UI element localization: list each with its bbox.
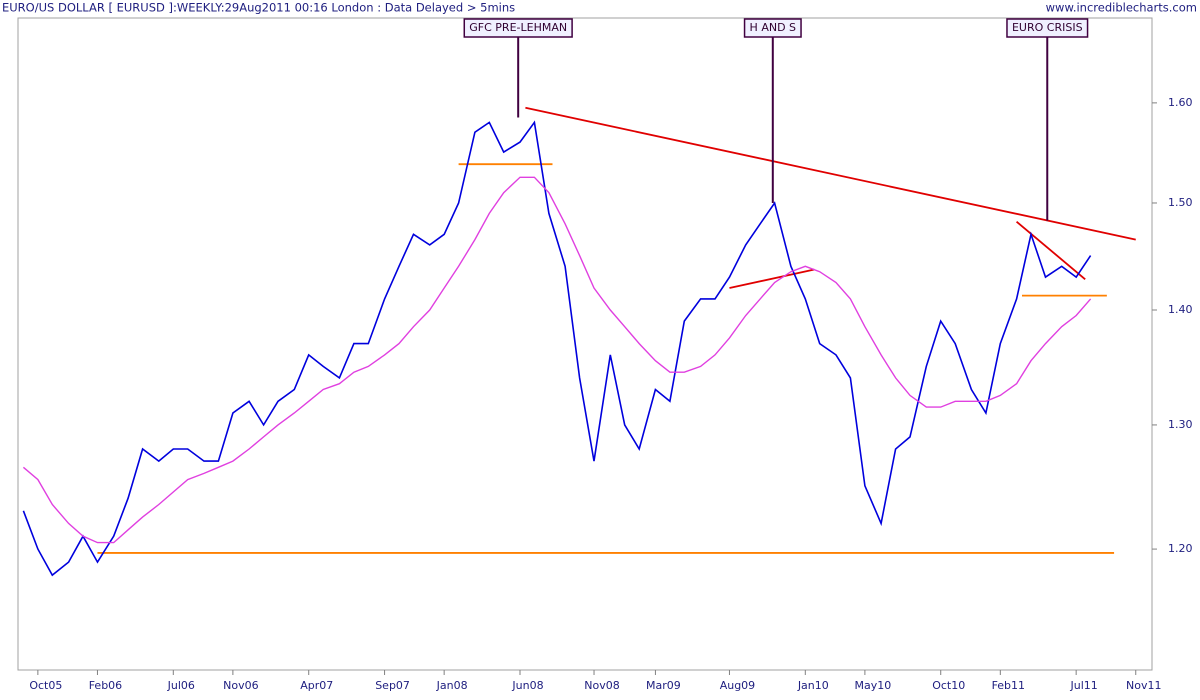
annotation-box xyxy=(463,18,573,38)
trendline xyxy=(1015,221,1086,280)
annotation-label: H AND S xyxy=(750,21,796,34)
x-tick-label: Jan08 xyxy=(436,679,468,692)
x-tick-label: Nov06 xyxy=(223,679,258,692)
x-tick-label: Oct05 xyxy=(29,679,62,692)
y-tick-label: 1.40 xyxy=(1168,303,1193,316)
x-tick-label: Jun08 xyxy=(511,679,543,692)
annotation-box xyxy=(1006,18,1089,38)
x-tick-label: Jul11 xyxy=(1070,679,1098,692)
x-tick-label: Feb06 xyxy=(89,679,122,692)
y-tick-label: 1.60 xyxy=(1168,96,1193,109)
trendline xyxy=(525,106,1136,241)
x-tick-label: Oct10 xyxy=(932,679,965,692)
x-tick-label: Sep07 xyxy=(375,679,410,692)
x-tick-label: May10 xyxy=(855,679,892,692)
moving-average-line xyxy=(22,176,1092,544)
annotation-label: EURO CRISIS xyxy=(1012,21,1083,34)
y-tick-label: 1.30 xyxy=(1168,418,1193,431)
annotation-label: GFC PRE-LEHMAN xyxy=(469,21,567,34)
chart-title: EURO/US DOLLAR [ EURUSD ]:WEEKLY:29Aug20… xyxy=(2,1,515,15)
trendline xyxy=(729,268,815,289)
x-tick-label: Nov11 xyxy=(1126,679,1161,692)
x-tick-label: Jan10 xyxy=(797,679,829,692)
x-tick-label: Jul06 xyxy=(167,679,195,692)
x-tick-label: Apr07 xyxy=(300,679,333,692)
y-tick-label: 1.50 xyxy=(1168,196,1193,209)
annotation-box xyxy=(743,18,802,38)
y-tick-label: 1.20 xyxy=(1168,542,1193,555)
x-tick-label: Feb11 xyxy=(992,679,1025,692)
x-tick-label: Nov08 xyxy=(584,679,619,692)
x-tick-label: Aug09 xyxy=(720,679,755,692)
source: www.incrediblecharts.com xyxy=(1046,1,1197,15)
price-line xyxy=(22,120,1092,577)
x-tick-label: Mar09 xyxy=(646,679,681,692)
plot-frame xyxy=(17,17,1153,671)
